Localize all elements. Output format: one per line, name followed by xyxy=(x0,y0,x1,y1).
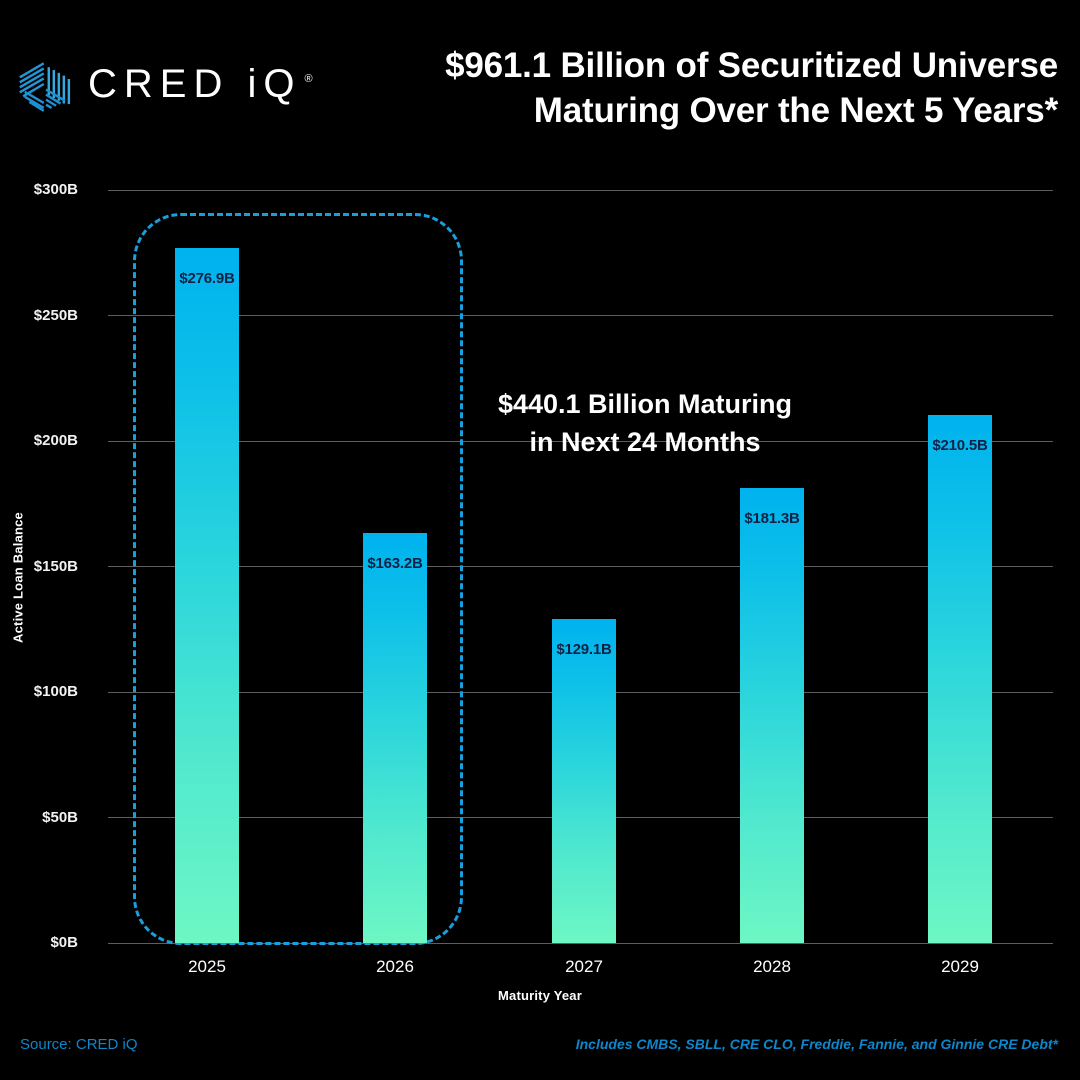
page-title-line-2: Maturing Over the Next 5 Years* xyxy=(533,90,1058,130)
bar-label-2027: $129.1B xyxy=(556,641,612,658)
bar-label-2025: $276.9B xyxy=(179,270,235,287)
bar-2025[interactable]: $276.9B xyxy=(175,248,239,943)
y-tick-300: $300B xyxy=(33,181,78,198)
gridline-250 xyxy=(108,315,1053,316)
page-title-line-1: $961.1 Billion of Securitized Universe xyxy=(445,46,1058,85)
header: CRED iQ ® $961.1 Billion of Securitized U… xyxy=(0,0,1080,160)
gridline-150 xyxy=(108,566,1053,567)
footer: Source: CRED iQ Includes CMBS, SBLL, CRE… xyxy=(0,1036,1080,1080)
y-tick-150: $150B xyxy=(33,558,78,575)
bar-label-2026: $163.2B xyxy=(367,555,423,572)
x-axis-label: Maturity Year xyxy=(497,988,582,1003)
axis-baseline xyxy=(108,943,1053,944)
x-tick-2027: 2027 xyxy=(565,957,603,976)
bar-2027[interactable]: $129.1B xyxy=(552,619,616,943)
y-tick-100: $100B xyxy=(33,683,78,700)
bar-2029[interactable]: $210.5B xyxy=(928,415,992,943)
x-tick-2028: 2028 xyxy=(753,957,791,976)
y-tick-50: $50B xyxy=(42,809,78,826)
x-tick-2029: 2029 xyxy=(941,957,979,976)
brand-name-text: CRED iQ xyxy=(88,61,302,106)
callout-line-2: in Next 24 Months xyxy=(529,427,761,458)
bar-label-2029: $210.5B xyxy=(932,437,988,454)
bar-label-2028: $181.3B xyxy=(744,510,800,527)
bar-2026[interactable]: $163.2B xyxy=(363,533,427,943)
y-tick-0: $0B xyxy=(50,934,78,951)
page-title: $961.1 Billion of Securitized Universe M… xyxy=(318,44,1058,134)
bar-2028[interactable]: $181.3B xyxy=(740,488,804,943)
y-tick-250: $250B xyxy=(33,307,78,324)
includes-note: Includes CMBS, SBLL, CRE CLO, Freddie, F… xyxy=(575,1036,1058,1052)
callout-annotation: $440.1 Billion Maturing in Next 24 Month… xyxy=(460,385,830,462)
brand-name: CRED iQ ® xyxy=(88,62,313,107)
source-note: Source: CRED iQ xyxy=(20,1036,138,1053)
x-tick-2025: 2025 xyxy=(188,957,226,976)
callout-line-1: $440.1 Billion Maturing xyxy=(497,389,793,419)
registered-trademark-icon: ® xyxy=(304,73,313,86)
y-axis-label: Active Loan Balance xyxy=(10,512,26,643)
gridline-300 xyxy=(108,190,1053,191)
gridline-200 xyxy=(108,441,1053,442)
x-tick-2026: 2026 xyxy=(376,957,414,976)
cred-iq-cube-logo-icon xyxy=(19,62,71,112)
brand-logo: CRED iQ ® xyxy=(18,55,313,113)
y-tick-200: $200B xyxy=(33,432,78,449)
